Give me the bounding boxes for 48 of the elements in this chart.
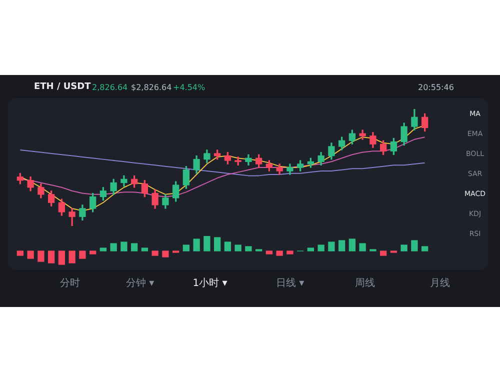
bar — [224, 242, 232, 252]
bar — [234, 244, 242, 252]
bar — [328, 242, 335, 252]
bar — [162, 250, 169, 258]
chart-title: ETH / USDT — [34, 82, 91, 92]
bar — [79, 250, 86, 259]
bar — [16, 250, 24, 256]
bar — [286, 250, 294, 254]
bar — [38, 250, 44, 262]
bar — [338, 240, 346, 252]
bar — [214, 237, 221, 252]
bar — [27, 250, 34, 259]
text: 日线 ▾ — [276, 278, 304, 289]
bar — [193, 238, 200, 252]
bar — [307, 248, 314, 252]
text: 月线 — [430, 278, 450, 289]
text: 周线 — [355, 278, 375, 289]
bar — [411, 240, 418, 252]
bar — [110, 243, 117, 252]
bar — [130, 243, 138, 252]
bar — [182, 244, 190, 252]
bar — [266, 250, 273, 254]
bar — [68, 250, 76, 264]
bar — [89, 250, 96, 254]
bar — [245, 246, 252, 252]
bar — [120, 242, 128, 252]
text: $2,826.64 — [131, 83, 172, 92]
candlestick — [234, 156, 242, 166]
bar — [100, 248, 107, 252]
text: 2,826.64 — [92, 83, 128, 92]
text: 分时 — [60, 278, 80, 289]
bar — [141, 248, 148, 252]
bar — [318, 244, 324, 252]
bar — [421, 246, 428, 252]
bar — [359, 243, 366, 252]
text: 20:55:46 — [418, 83, 454, 92]
bar — [58, 250, 66, 265]
bar — [400, 244, 408, 252]
bar — [348, 238, 356, 252]
bar — [276, 250, 283, 256]
text: 1小时 ▾ — [192, 278, 228, 289]
text: +4.54% — [173, 83, 206, 92]
bar — [48, 250, 55, 264]
bar — [204, 236, 210, 252]
text: 分钟 ▾ — [126, 278, 154, 289]
candlestick — [359, 130, 366, 140]
bar — [152, 250, 158, 256]
bar — [380, 250, 387, 256]
